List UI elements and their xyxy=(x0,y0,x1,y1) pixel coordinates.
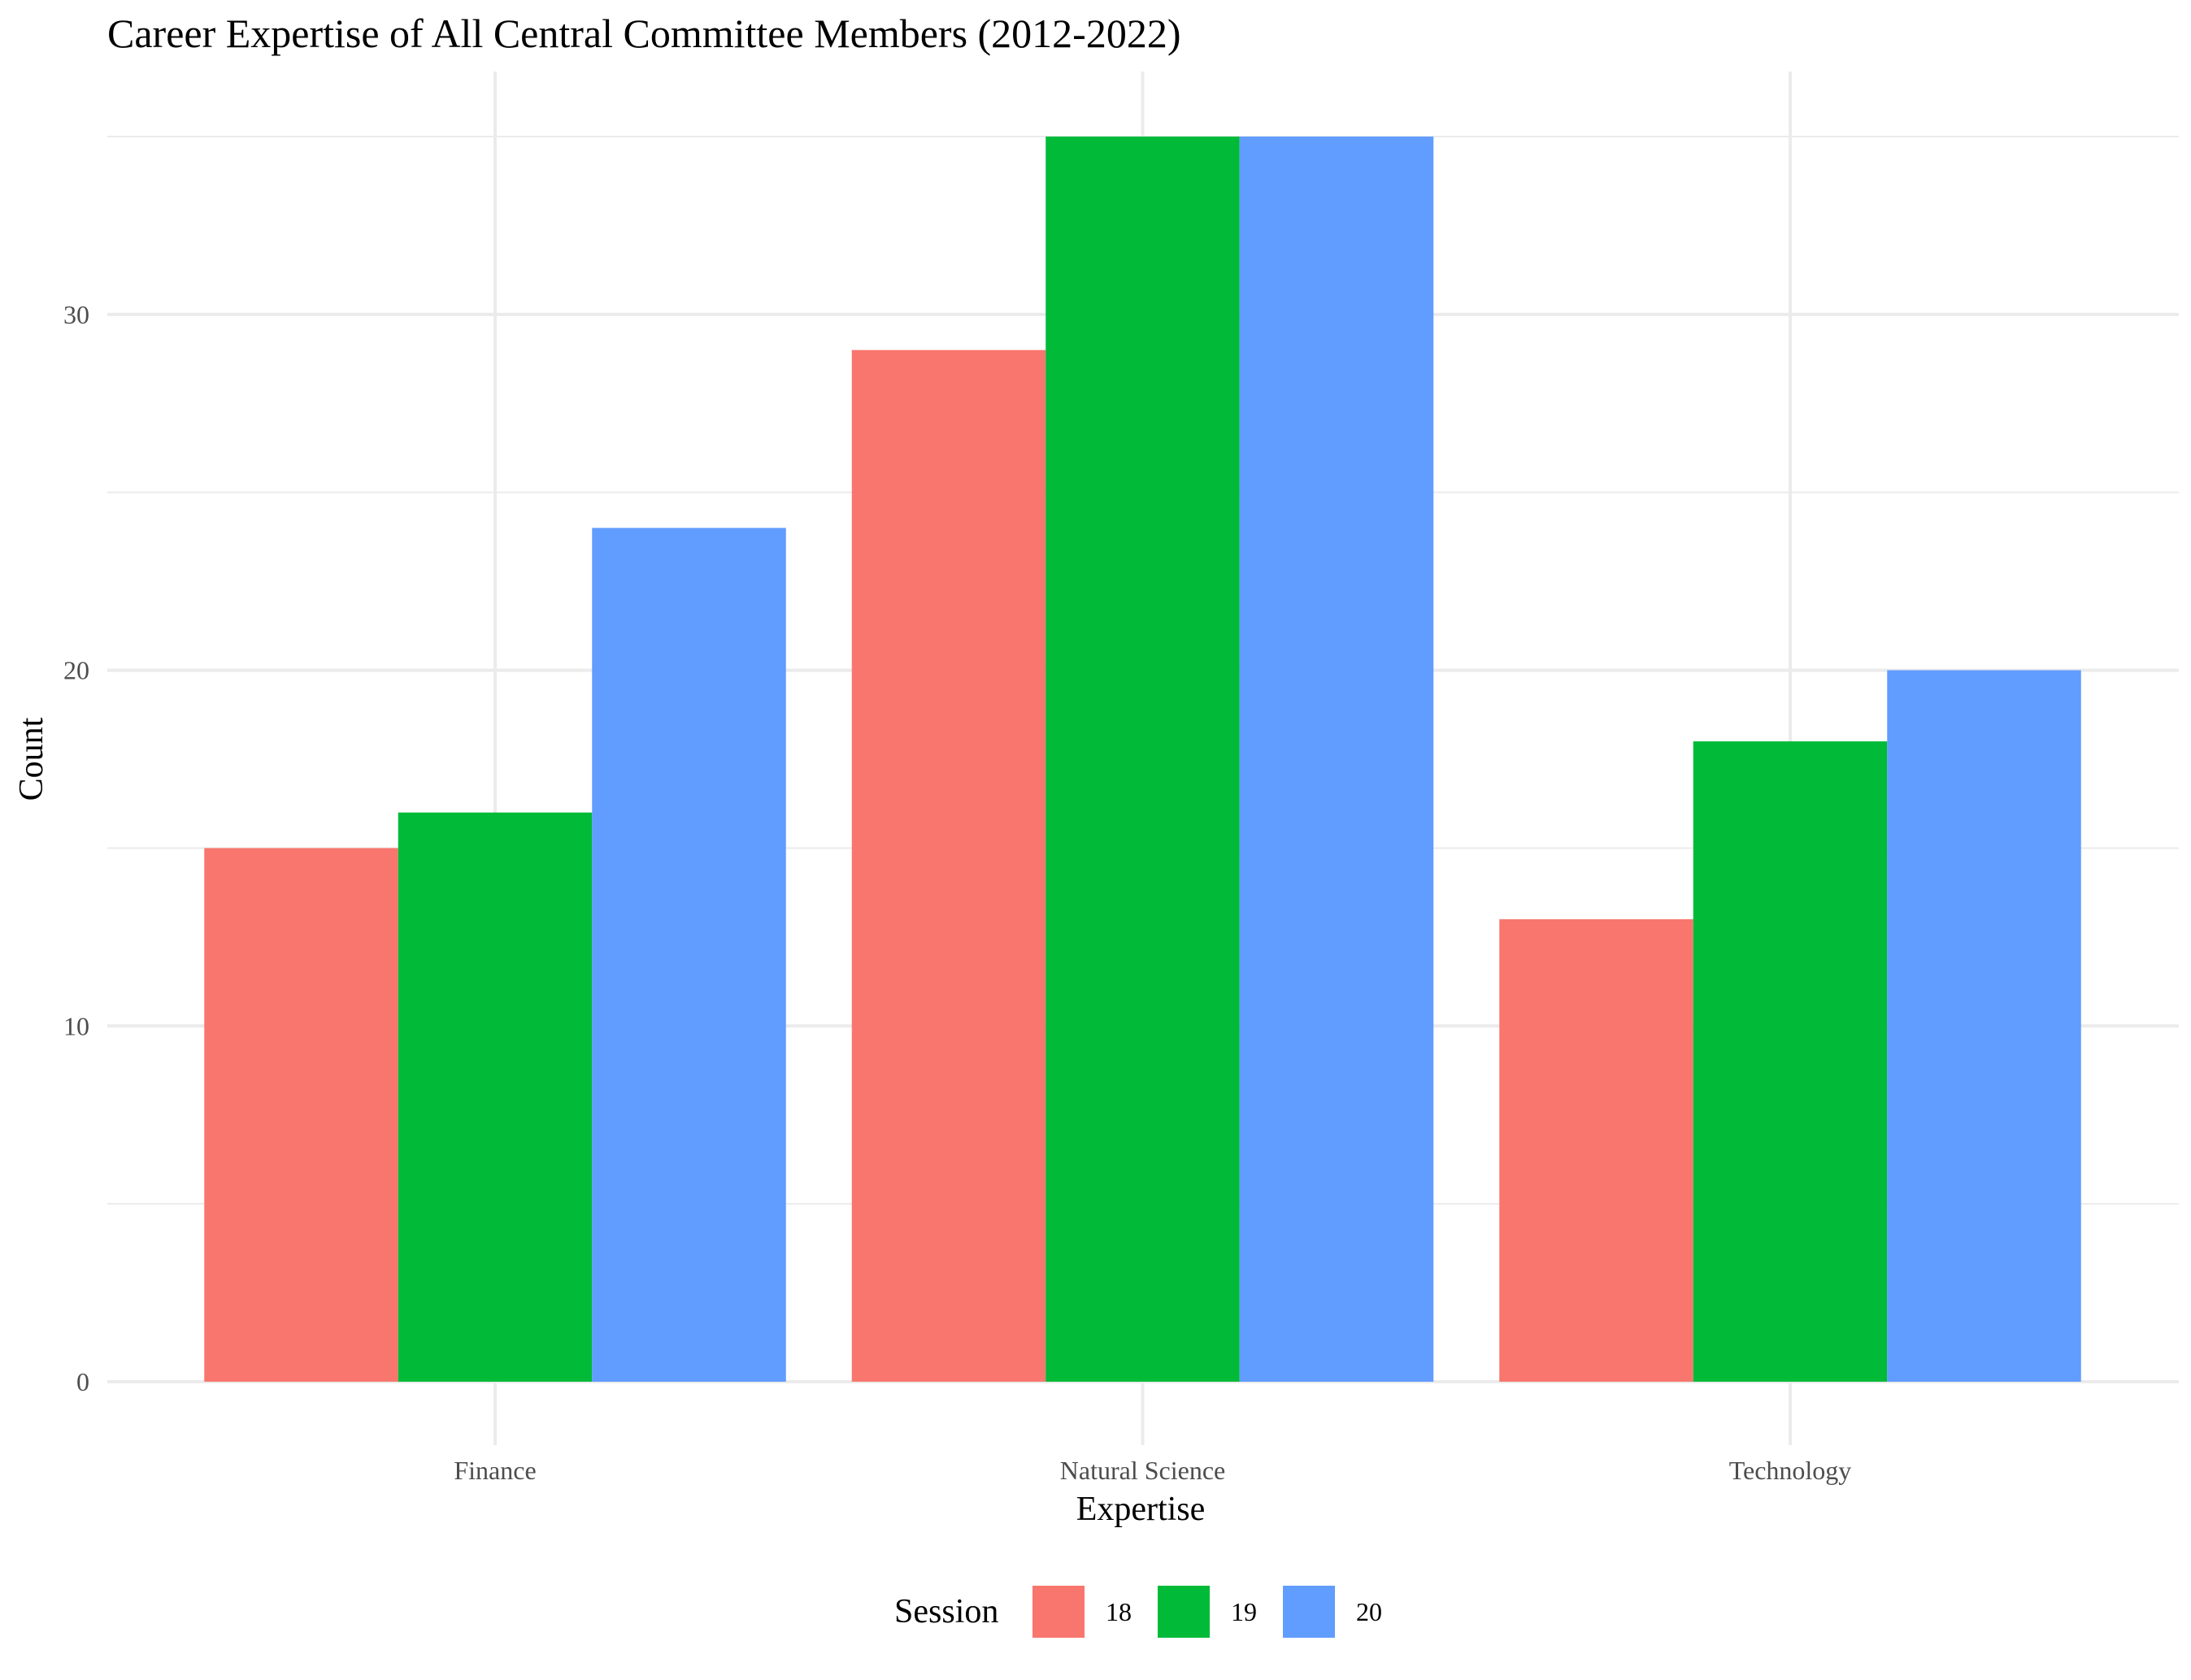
y-tick-label: 30 xyxy=(63,300,89,329)
legend-key-19 xyxy=(1158,1586,1210,1638)
legend: Session 18 19 20 xyxy=(894,1586,1382,1638)
x-axis-title: Expertise xyxy=(1076,1491,1206,1528)
legend-title: Session xyxy=(894,1593,998,1630)
x-tick-label: Natural Science xyxy=(1060,1456,1225,1485)
bar-finance-20 xyxy=(592,527,786,1382)
legend-label: 19 xyxy=(1231,1597,1257,1626)
bar-natural-science-20 xyxy=(1239,137,1434,1382)
bar-technology-20 xyxy=(1887,670,2081,1382)
bar-technology-18 xyxy=(1499,918,1693,1382)
legend-label: 20 xyxy=(1356,1597,1382,1626)
y-axis-title: Count xyxy=(13,717,50,801)
bar-technology-19 xyxy=(1693,741,1888,1382)
bars xyxy=(204,137,2081,1382)
legend-label: 18 xyxy=(1106,1597,1132,1626)
chart-title: Career Expertise of All Central Committe… xyxy=(107,11,1180,56)
bar-natural-science-19 xyxy=(1046,137,1240,1382)
bar-finance-18 xyxy=(204,848,398,1382)
bar-finance-19 xyxy=(398,812,593,1382)
x-tick-labels: Finance Natural Science Technology xyxy=(454,1456,1851,1485)
legend-key-20 xyxy=(1283,1586,1335,1638)
y-tick-label: 0 xyxy=(76,1367,89,1396)
bar-natural-science-18 xyxy=(851,349,1046,1382)
y-tick-labels: 0 10 20 30 xyxy=(63,300,89,1396)
x-tick-label: Technology xyxy=(1729,1456,1852,1485)
legend-key-18 xyxy=(1032,1586,1085,1638)
x-tick-label: Finance xyxy=(454,1456,536,1485)
y-tick-label: 10 xyxy=(63,1011,89,1040)
y-tick-label: 20 xyxy=(63,656,89,685)
